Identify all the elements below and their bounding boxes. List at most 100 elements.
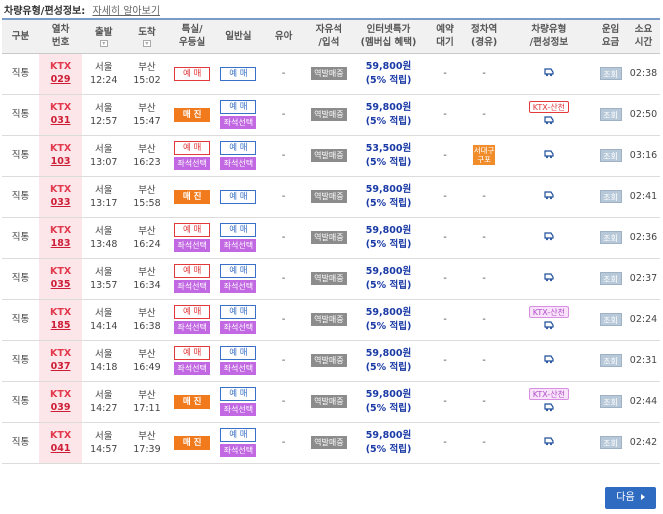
station-sale-button[interactable]: 역발매중 xyxy=(310,436,347,449)
fare-lookup-button[interactable]: 조회 xyxy=(599,435,622,449)
train-number-link[interactable]: 037 xyxy=(50,360,71,372)
special-reserve-button[interactable]: 예 매 xyxy=(174,346,211,360)
sort-icon[interactable]: ▾ xyxy=(99,39,108,47)
fare-lookup-button[interactable]: 조회 xyxy=(599,148,622,162)
general-reserve-button[interactable]: 예 매 xyxy=(220,428,257,442)
train-number-cell[interactable]: KTX 033 xyxy=(39,176,83,218)
fare-lookup-button[interactable]: 조회 xyxy=(599,107,622,121)
internet-price-cell: 53,500원 (5% 적립) xyxy=(351,135,426,177)
general-seat-select-button[interactable]: 좌석선택 xyxy=(220,280,257,293)
general-reserve-button[interactable]: 예 매 xyxy=(220,387,257,401)
header-arrive[interactable]: 도착 ▾ xyxy=(125,18,169,54)
general-seat-select-button[interactable]: 좌석선택 xyxy=(220,403,257,416)
train-number-cell[interactable]: KTX 037 xyxy=(39,340,83,382)
general-reserve-button[interactable]: 예 매 xyxy=(220,141,257,155)
general-reserve-button[interactable]: 예 매 xyxy=(220,305,257,319)
special-seat-select-button[interactable]: 좌석선택 xyxy=(174,239,211,252)
general-seat-select-button[interactable]: 좌석선택 xyxy=(220,321,257,334)
general-seat-select-button[interactable]: 좌석선택 xyxy=(220,157,257,170)
train-number-link[interactable]: 041 xyxy=(50,442,71,454)
special-reserve-button[interactable]: 예 매 xyxy=(174,264,211,278)
train-number-link[interactable]: 029 xyxy=(50,73,71,85)
special-reserve-button[interactable]: 예 매 xyxy=(174,223,211,237)
train-icon[interactable] xyxy=(543,402,555,415)
station-sale-button[interactable]: 역발매중 xyxy=(310,231,347,244)
car-type-cell[interactable]: KTX-산천 xyxy=(503,94,595,136)
train-icon[interactable] xyxy=(543,354,555,367)
train-number-cell[interactable]: KTX 183 xyxy=(39,217,83,259)
train-number-cell[interactable]: KTX 029 xyxy=(39,53,83,95)
general-seat-select-button[interactable]: 좌석선택 xyxy=(220,116,257,129)
car-type-cell[interactable] xyxy=(503,135,595,177)
car-type-cell[interactable] xyxy=(503,258,595,300)
special-reserve-button[interactable]: 예 매 xyxy=(174,66,211,81)
general-seat-select-button[interactable]: 좌석선택 xyxy=(220,239,257,252)
train-icon[interactable] xyxy=(543,67,555,80)
general-reserve-button[interactable]: 예 매 xyxy=(220,189,257,204)
general-reserve-button[interactable]: 예 매 xyxy=(220,264,257,278)
general-reserve-button[interactable]: 예 매 xyxy=(220,100,257,114)
station-sale-button[interactable]: 역발매중 xyxy=(310,272,347,285)
station-sale-button[interactable]: 역발매중 xyxy=(310,67,347,80)
train-type: KTX xyxy=(50,306,72,318)
sort-icon[interactable]: ▾ xyxy=(142,39,151,47)
train-number-link[interactable]: 031 xyxy=(50,114,71,126)
fare-lookup-button[interactable]: 조회 xyxy=(599,353,622,367)
train-number-cell[interactable]: KTX 185 xyxy=(39,299,83,341)
learn-more-link[interactable]: 자세히 알아보기 xyxy=(92,6,161,17)
car-type-cell[interactable]: KTX-산천 xyxy=(503,299,595,341)
train-icon[interactable] xyxy=(543,320,555,333)
car-type-cell[interactable] xyxy=(503,176,595,218)
station-sale-button[interactable]: 역발매중 xyxy=(310,149,347,162)
fare-lookup-button[interactable]: 조회 xyxy=(599,271,622,285)
general-reserve-button[interactable]: 예 매 xyxy=(220,223,257,237)
train-number-link[interactable]: 185 xyxy=(50,319,71,331)
general-reserve-button[interactable]: 예 매 xyxy=(220,346,257,360)
general-reserve-button[interactable]: 예 매 xyxy=(220,66,257,81)
fare-lookup-button[interactable]: 조회 xyxy=(599,394,622,408)
special-seat-select-button[interactable]: 좌석선택 xyxy=(174,362,211,375)
train-icon[interactable] xyxy=(543,231,555,244)
car-type-cell[interactable] xyxy=(503,340,595,382)
special-reserve-button[interactable]: 예 매 xyxy=(174,141,211,155)
car-type-cell[interactable]: KTX-산천 xyxy=(503,381,595,423)
next-page-button[interactable]: 다음 xyxy=(605,487,656,509)
train-icon[interactable] xyxy=(543,115,555,128)
fare-lookup-button[interactable]: 조회 xyxy=(599,230,622,244)
train-number-cell[interactable]: KTX 035 xyxy=(39,258,83,300)
train-number-cell[interactable]: KTX 103 xyxy=(39,135,83,177)
special-seat-select-button[interactable]: 좌석선택 xyxy=(174,157,211,170)
station-sale-button[interactable]: 역발매중 xyxy=(310,108,347,121)
fare-lookup-button[interactable]: 조회 xyxy=(599,312,622,326)
car-type-cell[interactable] xyxy=(503,217,595,259)
car-type-cell[interactable] xyxy=(503,53,595,95)
general-seat-select-button[interactable]: 좌석선택 xyxy=(220,362,257,375)
train-number-link[interactable]: 039 xyxy=(50,401,71,413)
train-icon[interactable] xyxy=(543,190,555,203)
train-number-link[interactable]: 035 xyxy=(50,278,71,290)
general-seat-select-button[interactable]: 좌석선택 xyxy=(220,444,257,457)
fare-lookup-button[interactable]: 조회 xyxy=(599,189,622,203)
car-type-cell[interactable] xyxy=(503,422,595,464)
station-sale-button[interactable]: 역발매중 xyxy=(310,313,347,326)
train-icon[interactable] xyxy=(543,272,555,285)
station-sale-button[interactable]: 역발매중 xyxy=(310,190,347,203)
duration-value: 02:36 xyxy=(629,232,658,243)
special-seat-select-button[interactable]: 좌석선택 xyxy=(174,321,211,334)
fare-lookup-button[interactable]: 조회 xyxy=(599,66,622,80)
fare-cell: 조회 xyxy=(594,53,627,95)
station-sale-button[interactable]: 역발매중 xyxy=(310,354,347,367)
train-number-link[interactable]: 183 xyxy=(50,237,71,249)
train-icon[interactable] xyxy=(543,436,555,449)
station-sale-button[interactable]: 역발매중 xyxy=(310,395,347,408)
train-number-cell[interactable]: KTX 031 xyxy=(39,94,83,136)
header-depart[interactable]: 출발 ▾ xyxy=(82,18,126,54)
special-reserve-button[interactable]: 예 매 xyxy=(174,305,211,319)
special-seat-select-button[interactable]: 좌석선택 xyxy=(174,280,211,293)
train-number-link[interactable]: 033 xyxy=(50,196,71,208)
train-number-cell[interactable]: KTX 041 xyxy=(39,422,83,464)
stop-station-badge[interactable]: 서대구 구포 xyxy=(473,145,496,165)
train-icon[interactable] xyxy=(543,149,555,162)
train-number-link[interactable]: 103 xyxy=(50,155,71,167)
train-number-cell[interactable]: KTX 039 xyxy=(39,381,83,423)
